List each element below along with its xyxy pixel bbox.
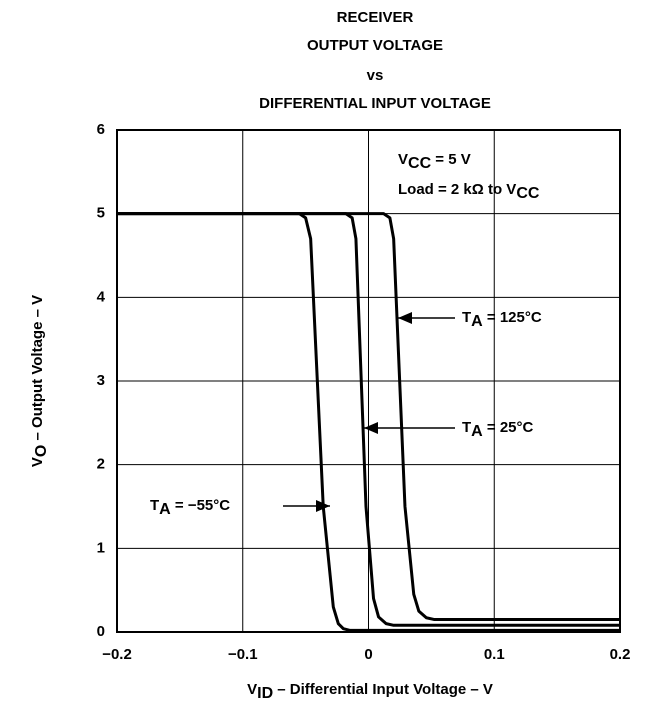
text-part: Load = 2 kΩ to V — [398, 181, 516, 198]
chart-title: OUTPUT VOLTAGE — [307, 37, 443, 54]
text-part: = 125°C — [483, 309, 542, 326]
plot-frame — [116, 129, 621, 633]
x-tick-label: −0.2 — [102, 646, 132, 663]
text-part: – Differential Input Voltage – V — [273, 681, 493, 698]
subscript: A — [159, 501, 171, 518]
text-part: = −55°C — [171, 497, 231, 514]
annotation: VCC = 5 V — [398, 151, 471, 172]
subscript: CC — [408, 155, 432, 172]
subscript: O — [33, 445, 50, 457]
arrow-head — [398, 312, 412, 324]
y-tick-label: 1 — [97, 539, 105, 556]
arrow-head — [364, 422, 378, 434]
x-axis-label: VID – Differential Input Voltage – V — [247, 681, 493, 702]
subscript: ID — [257, 685, 273, 702]
subscript: A — [471, 423, 483, 440]
x-tick-label: 0.1 — [484, 646, 505, 663]
x-tick-label: 0.2 — [610, 646, 631, 663]
y-tick-label: 6 — [97, 121, 105, 138]
subscript: A — [471, 313, 483, 330]
x-tick-label: 0 — [364, 646, 372, 663]
y-axis-label: VO – Output Voltage – V — [29, 295, 50, 467]
text-part: = 5 V — [431, 151, 471, 168]
y-tick-label: 5 — [97, 205, 105, 222]
series-label: TA = 125°C — [462, 309, 542, 330]
arrow-head — [316, 500, 330, 512]
series-line — [117, 212, 620, 627]
text-part: = 25°C — [483, 419, 534, 436]
text-part: – Output Voltage – V — [29, 295, 46, 445]
series-label: TA = 25°C — [462, 419, 534, 440]
y-tick-label: 3 — [97, 372, 105, 389]
y-tick-label: 4 — [97, 288, 106, 305]
chart-title: DIFFERENTIAL INPUT VOLTAGE — [259, 95, 491, 112]
chart-title: vs — [367, 67, 384, 84]
y-tick-label: 0 — [97, 623, 105, 640]
series-label: TA = −55°C — [150, 497, 230, 518]
series-line — [117, 212, 620, 621]
text-part: V — [29, 457, 46, 467]
text-part: T — [150, 497, 159, 514]
subscript: CC — [516, 185, 540, 202]
text-part: V — [398, 151, 408, 168]
text-part: V — [247, 681, 257, 698]
y-tick-label: 2 — [97, 456, 105, 473]
series-line — [117, 212, 620, 632]
x-tick-label: −0.1 — [228, 646, 258, 663]
annotation: Load = 2 kΩ to VCC — [398, 181, 540, 202]
text-part: T — [462, 309, 471, 326]
chart-title: RECEIVER — [337, 9, 414, 26]
text-part: T — [462, 419, 471, 436]
